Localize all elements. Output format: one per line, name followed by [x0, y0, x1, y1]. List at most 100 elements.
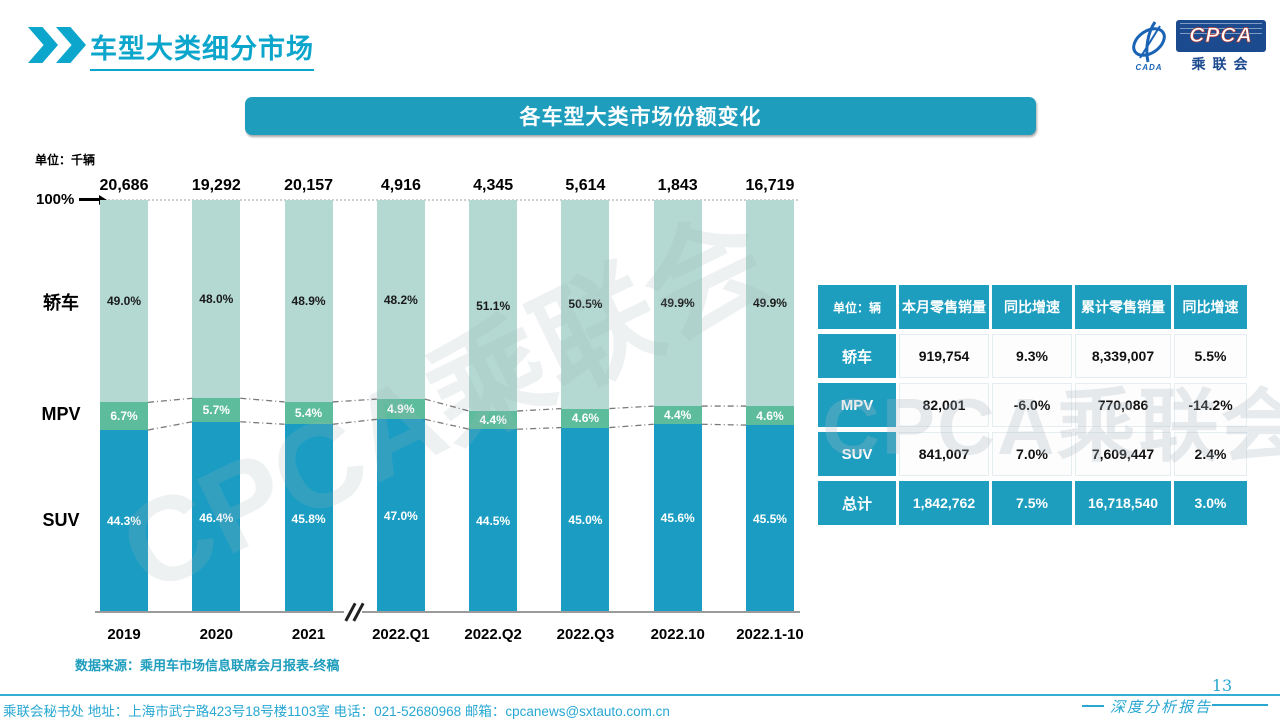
table-cell: 9.3% [992, 334, 1072, 378]
bar-segment-轿车: 51.1% [469, 200, 518, 412]
bar-segment-MPV: 4.6% [745, 406, 794, 426]
gridline-100pct [95, 199, 798, 201]
arrow-icon [99, 194, 108, 205]
logo-cn-name: 乘联会 [1191, 56, 1255, 72]
logo-acronym: CPCA [1189, 24, 1253, 48]
bar-total-label: 19,292 [191, 177, 241, 194]
retail-sales-table: 单位：辆 本月零售销量 同比增速 累计零售销量 同比增速 轿车 919,754 9.3% 8,3… [818, 285, 1247, 525]
bar-column-2022.Q1: 4,916 48.2% 4.9% 47.0% 2022.Q1 [372, 177, 430, 643]
y-axis-100pct-label: 100% [36, 191, 75, 208]
x-axis-category-label: 2022.1-10 [736, 626, 804, 643]
table-unit-header: 单位：辆 [818, 285, 896, 329]
bar-segment-SUV: 45.6% [653, 424, 702, 613]
bar-total-label: 4,345 [473, 177, 514, 194]
table-cell: -6.0% [992, 383, 1072, 427]
x-axis-category-label: 2022.10 [650, 626, 705, 643]
table-cell: 1,842,762 [899, 481, 989, 525]
bar-segment-SUV: 44.3% [100, 430, 148, 613]
table-cell: 2.4% [1174, 432, 1247, 476]
series-label-MPV: MPV [41, 404, 81, 425]
chevron-icon [28, 27, 58, 63]
bar-segment-MPV: 4.4% [469, 411, 518, 430]
table-row-label-轿车: 轿车 [818, 334, 896, 378]
bar-total-label: 4,916 [380, 177, 421, 194]
bar-column-2021: 20,157 48.9% 5.4% 45.8% 2021 [284, 177, 333, 643]
table-cell: 82,001 [899, 383, 989, 427]
bar-total-label: 20,686 [99, 177, 149, 194]
bar-column-2020: 19,292 48.0% 5.7% 46.4% 2020 [192, 177, 241, 643]
table-cell: 3.0% [1174, 481, 1247, 525]
chevron-icon [56, 27, 86, 63]
table-row-label-SUV: SUV [818, 432, 896, 476]
bar-segment-SUV: 45.5% [745, 425, 794, 613]
bar-column-2019: 20,686 49.0% 6.7% 44.3% 2019 [100, 177, 149, 643]
bar-column-2022.1-10: 16,719 49.9% 4.6% 45.5% 2022.1-10 [736, 177, 804, 643]
bar-segment-MPV: 6.7% [100, 402, 148, 431]
table-cell: 919,754 [899, 334, 989, 378]
x-axis-category-label: 2019 [107, 626, 141, 643]
footer-divider [0, 694, 1280, 696]
bar-segment-轿车: 49.9% [653, 200, 702, 407]
bar-segment-SUV: 45.0% [561, 427, 610, 614]
bar-column-2022.Q2: 4,345 51.1% 4.4% 44.5% 2022.Q2 [464, 177, 522, 643]
table-cell: 8,339,007 [1075, 334, 1171, 378]
chart-title-banner: 各车型大类市场份额变化 [245, 97, 1036, 135]
x-axis-category-label: 2022.Q3 [556, 626, 615, 643]
cpca-logo: CADA CPCA 乘联会 [1126, 20, 1266, 74]
bar-total-label: 5,614 [565, 177, 606, 194]
bar-segment-MPV: 4.6% [561, 408, 610, 428]
bar-segment-MPV: 4.9% [376, 399, 425, 420]
x-axis-category-label: 2021 [291, 626, 326, 643]
table-column-header: 同比增速 [1174, 285, 1247, 329]
table-cell: 7.5% [992, 481, 1072, 525]
footer-contact-info: 乘联会秘书处 地址：上海市武宁路423号18号楼1103室 电话：021-526… [3, 704, 670, 719]
page-number-underline [1212, 704, 1268, 706]
bar-segment-轿车: 50.5% [561, 200, 610, 409]
table-row-label-MPV: MPV [818, 383, 896, 427]
logo-swoosh-icon: CADA [1126, 20, 1172, 72]
table-cell: 770,086 [1075, 383, 1171, 427]
bar-segment-MPV: 5.4% [284, 401, 333, 425]
bar-segment-SUV: 45.8% [284, 424, 333, 614]
table-cell: 5.5% [1174, 334, 1247, 378]
x-axis-category-label: 2022.Q2 [464, 626, 522, 643]
y-axis-100pct-marker: 100% [36, 191, 108, 208]
chart-unit-label: 单位：千辆 [35, 153, 96, 167]
x-axis-category-label: 2022.Q1 [372, 626, 430, 643]
table-column-header: 同比增速 [992, 285, 1072, 329]
bar-segment-SUV: 47.0% [376, 419, 425, 614]
bar-column-2022.10: 1,843 49.9% 4.4% 45.6% 2022.10 [651, 177, 705, 643]
table-row-label-总计: 总计 [818, 481, 896, 525]
logo-cpca-box: CPCA [1176, 20, 1266, 52]
table-cell: 7,609,447 [1075, 432, 1171, 476]
bar-segment-MPV: 5.7% [192, 398, 241, 422]
page-number: 13 [1211, 676, 1233, 695]
bar-segment-SUV: 44.5% [469, 429, 518, 613]
bar-column-2022.Q3: 5,614 50.5% 4.6% 45.0% 2022.Q3 [557, 177, 615, 643]
bar-segment-SUV: 46.4% [192, 421, 241, 614]
table-cell: 7.0% [992, 432, 1072, 476]
table-cell: 841,007 [899, 432, 989, 476]
data-source-note: 数据来源：乘用车市场信息联席会月报表-终稿 [75, 658, 340, 673]
bar-total-label: 1,843 [657, 177, 698, 194]
report-label-dash [1082, 705, 1104, 707]
bar-segment-轿车: 49.0% [100, 200, 148, 403]
bar-total-label: 16,719 [745, 177, 795, 194]
arrow-icon [79, 198, 100, 201]
series-label-轿车: 轿车 [43, 293, 79, 314]
title-chevrons-icon [28, 27, 86, 63]
table-column-header: 本月零售销量 [899, 285, 989, 329]
bar-total-label: 20,157 [284, 177, 334, 194]
bar-segment-轿车: 48.2% [376, 200, 425, 400]
page-title: 车型大类细分市场 [90, 27, 314, 71]
x-axis-category-label: 2020 [199, 626, 233, 643]
axis-break-icon [342, 600, 368, 624]
bar-segment-轿车: 49.9% [745, 200, 794, 407]
stacked-bar-chart: 20,686 49.0% 6.7% 44.3% 2019 19,292 48.0% 5.7% 4… [100, 177, 804, 643]
table-cell: 16,718,540 [1075, 481, 1171, 525]
table-cell: -14.2% [1174, 383, 1247, 427]
logo-emblem-caption: CADA [1135, 63, 1163, 72]
bar-segment-轿车: 48.9% [284, 200, 333, 402]
bar-segment-轿车: 48.0% [192, 200, 241, 399]
